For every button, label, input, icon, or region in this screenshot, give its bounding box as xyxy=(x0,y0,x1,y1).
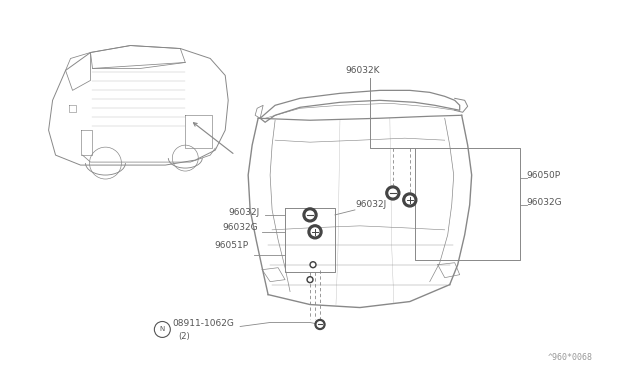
Circle shape xyxy=(389,189,397,197)
Text: N: N xyxy=(160,327,165,333)
Text: 96032J: 96032J xyxy=(355,200,386,209)
Text: 96050P: 96050P xyxy=(527,171,561,180)
Text: 96032G: 96032G xyxy=(222,223,258,232)
Circle shape xyxy=(311,228,319,236)
Text: 96032G: 96032G xyxy=(527,198,562,207)
Circle shape xyxy=(303,208,317,222)
Circle shape xyxy=(307,277,313,283)
Text: 96032J: 96032J xyxy=(228,208,259,217)
Text: 08911-1062G: 08911-1062G xyxy=(172,320,234,328)
Circle shape xyxy=(308,225,322,239)
Circle shape xyxy=(317,322,323,327)
Circle shape xyxy=(306,211,314,219)
Circle shape xyxy=(310,262,316,268)
Text: (2): (2) xyxy=(179,333,190,341)
Circle shape xyxy=(403,193,417,207)
Circle shape xyxy=(315,320,325,330)
Text: ^960*0068: ^960*0068 xyxy=(547,353,593,362)
Circle shape xyxy=(312,263,314,266)
Text: 96051P: 96051P xyxy=(214,241,248,250)
Circle shape xyxy=(308,278,312,281)
Circle shape xyxy=(406,196,413,204)
Circle shape xyxy=(386,186,400,200)
Text: 96032K: 96032K xyxy=(345,67,380,76)
